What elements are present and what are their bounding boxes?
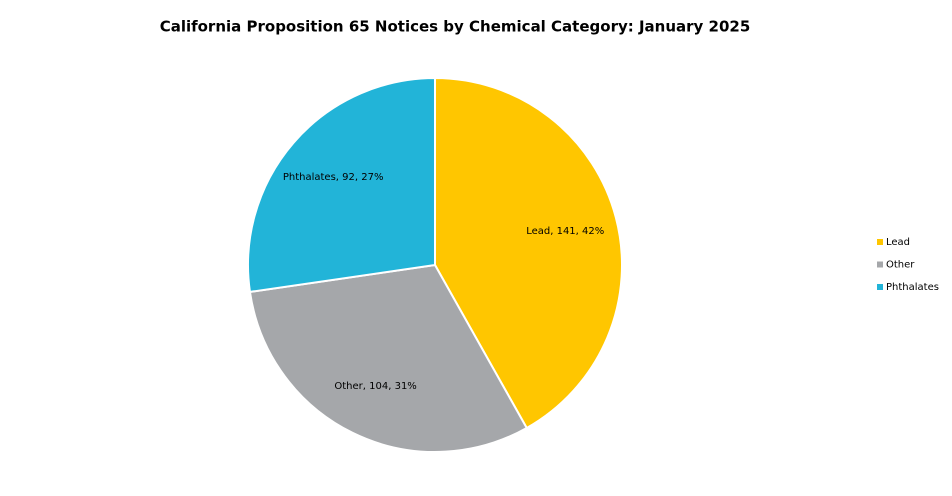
legend-swatch	[877, 261, 883, 268]
legend-swatch	[877, 239, 883, 245]
data-label: Lead, 141, 42%	[526, 226, 604, 237]
pie-slice	[434, 76, 623, 430]
data-label: Phthalates, 92, 27%	[283, 172, 384, 183]
pie-slice	[247, 76, 436, 294]
legend-label: Lead	[886, 237, 910, 248]
legend-label: Phthalates	[886, 282, 939, 293]
data-label: Other, 104, 31%	[334, 381, 416, 392]
pie-slice	[248, 263, 529, 453]
legend-swatch	[877, 284, 883, 290]
legend-label: Other	[886, 260, 915, 271]
chart-title: California Proposition 65 Notices by Che…	[160, 18, 751, 36]
